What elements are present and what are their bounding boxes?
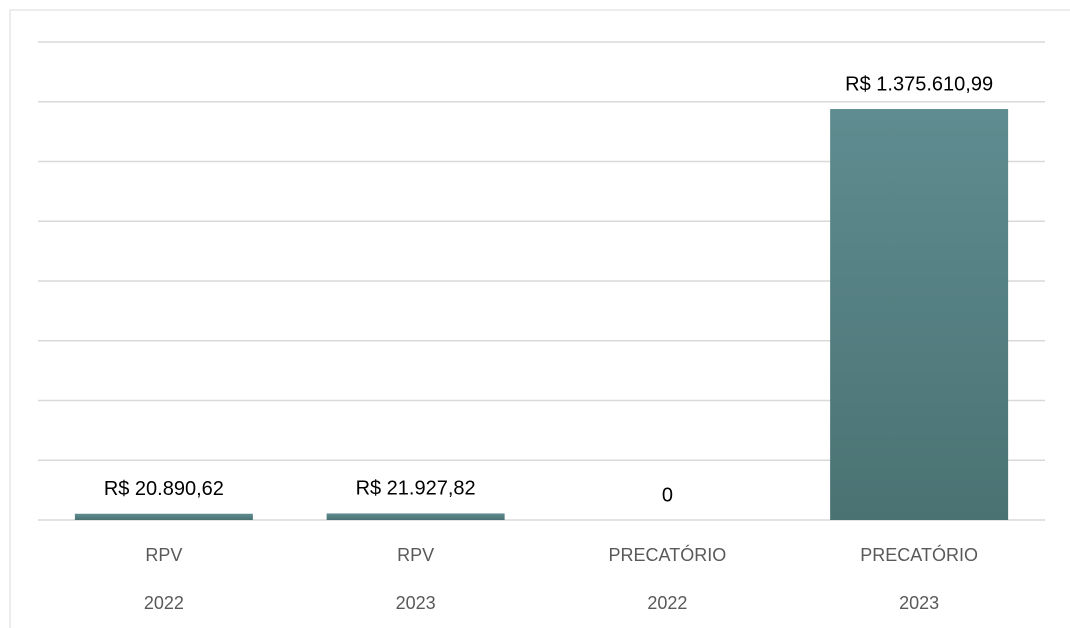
x-tick-label: RPV (397, 545, 434, 565)
x-tick-label: PRECATÓRIO (609, 544, 727, 565)
bar (326, 513, 505, 520)
x-tick-label: 2022 (647, 593, 687, 613)
bar (74, 513, 253, 520)
x-tick-label: RPV (145, 545, 182, 565)
chart-border (9, 9, 1070, 628)
x-tick-label: 2023 (899, 593, 939, 613)
data-label: R$ 20.890,62 (104, 478, 224, 500)
x-tick-label: PRECATÓRIO (860, 544, 978, 565)
data-label: R$ 1.375.610,99 (845, 73, 993, 95)
x-tick-label: 2022 (144, 593, 184, 613)
data-label: 0 (662, 484, 673, 506)
data-label: R$ 21.927,82 (356, 478, 476, 500)
x-tick-label: 2023 (396, 593, 436, 613)
bar (830, 109, 1009, 520)
